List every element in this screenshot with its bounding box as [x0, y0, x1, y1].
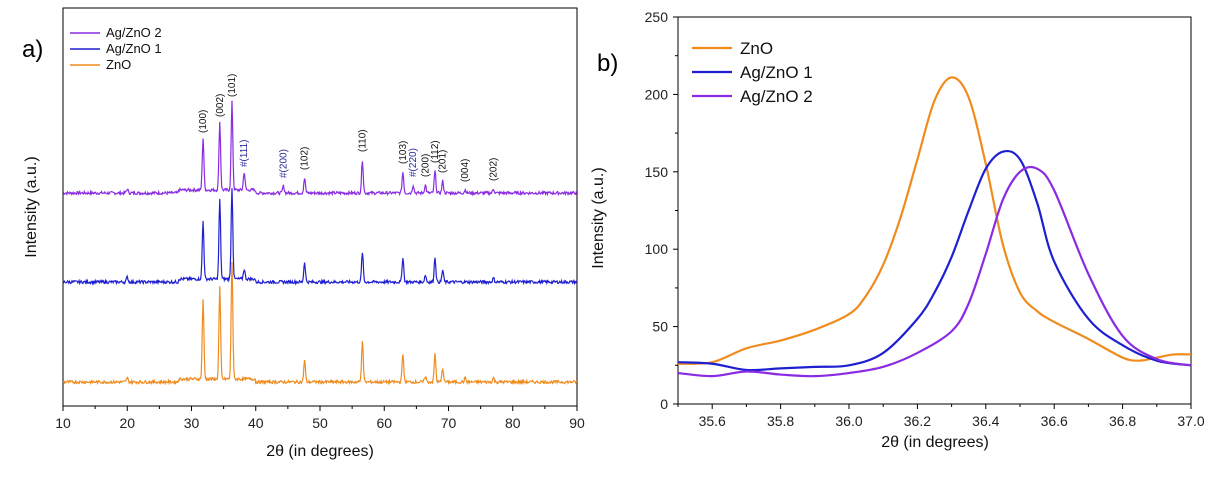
x-tick-label: 90: [569, 415, 585, 431]
peak-annotation: (002): [215, 94, 226, 117]
panel-b-x-ticks: 35.6 35.8 36.0 36.2 36.4 36.6 36.8 37.0: [677, 404, 1205, 429]
peak-annotation: (101): [227, 74, 238, 97]
series-line-ag-zno-1: [677, 149, 1192, 372]
peak-annotation: (103): [398, 141, 409, 164]
legend-label: ZnO: [740, 39, 773, 58]
panel-b-x-axis-label: 2θ (in degrees): [881, 434, 989, 451]
peak-annotation: (100): [198, 110, 209, 133]
y-tick-label: 150: [645, 164, 669, 180]
legend-label: Ag/ZnO 1: [740, 63, 813, 82]
y-tick-label: 250: [645, 9, 669, 25]
y-tick-label: 200: [645, 86, 669, 102]
y-tick-label: 100: [645, 241, 669, 257]
x-tick-label: 35.6: [699, 413, 726, 429]
panel-b-series-group: [677, 76, 1192, 378]
y-tick-label: 0: [660, 396, 668, 412]
panel-a-x-axis-label: 2θ (in degrees): [266, 443, 374, 460]
x-tick-label: 20: [119, 415, 135, 431]
panel-a-xrd-patterns: (100) (002)(101) #(111) #(200) (102) (110) (10…: [23, 7, 585, 460]
x-tick-label: 60: [376, 415, 392, 431]
peak-annotation: #(111): [239, 140, 250, 167]
x-tick-label: 40: [248, 415, 264, 431]
panel-a-series-group: [62, 100, 578, 386]
panel-a-plot-frame: [62, 7, 578, 407]
panel-b-peak-zoom: 35.6 35.8 36.0 36.2 36.4 36.6 36.8 37.0 0 50 100 1…: [590, 9, 1205, 451]
x-tick-label: 36.2: [904, 413, 931, 429]
panel-b-y-ticks: 0 50 100 150 200 250: [645, 9, 678, 412]
peak-annotation: (202): [488, 158, 499, 181]
x-tick-label: 70: [441, 415, 457, 431]
legend-label: Ag/ZnO 2: [740, 87, 813, 106]
x-tick-label: 36.4: [972, 413, 999, 429]
x-tick-label: 37.0: [1177, 413, 1204, 429]
peak-annotation: #(220): [408, 148, 419, 177]
x-tick-label: 36.0: [835, 413, 862, 429]
series-line-zno: [677, 76, 1192, 365]
x-tick-label: 35.8: [767, 413, 794, 429]
panel-b-legend: ZnO Ag/ZnO 1 Ag/ZnO 2: [692, 39, 813, 106]
panel-a-y-axis-label: Intensity (a.u.): [23, 156, 40, 257]
peak-annotation: (110): [357, 129, 368, 152]
series-line-ag-zno-2: [62, 100, 578, 197]
series-line-ag-zno-1: [62, 188, 578, 286]
x-tick-label: 36.8: [1109, 413, 1136, 429]
x-tick-label: 10: [55, 415, 71, 431]
series-line-ag-zno-2: [677, 165, 1192, 378]
panel-a-peak-annotations: (100) (002)(101) #(111) #(200) (102) (110) (10…: [198, 74, 499, 182]
peak-annotation: (200): [420, 154, 431, 177]
peak-annotation: #(200): [278, 149, 289, 178]
peak-annotation: (004): [460, 159, 471, 182]
panel-a-x-ticks: 10 20 30 40 50 60 70 80 90: [55, 406, 585, 431]
x-tick-label: 30: [184, 415, 200, 431]
legend-label: Ag/ZnO 2: [106, 25, 162, 40]
panel-b-y-axis-label: Intensity (a.u.): [590, 167, 607, 268]
y-tick-label: 50: [652, 319, 668, 335]
legend-label: Ag/ZnO 1: [106, 41, 162, 56]
x-tick-label: 80: [505, 415, 521, 431]
series-line-zno: [62, 261, 578, 386]
x-tick-label: 50: [312, 415, 328, 431]
peak-annotation: (102): [300, 147, 311, 170]
peak-annotation: (112): [430, 140, 441, 163]
x-tick-label: 36.6: [1041, 413, 1068, 429]
peak-annotation: (201): [438, 150, 449, 173]
panel-label-b: b): [597, 50, 618, 77]
legend-label: ZnO: [106, 57, 131, 72]
panel-label-a: a): [22, 36, 43, 63]
